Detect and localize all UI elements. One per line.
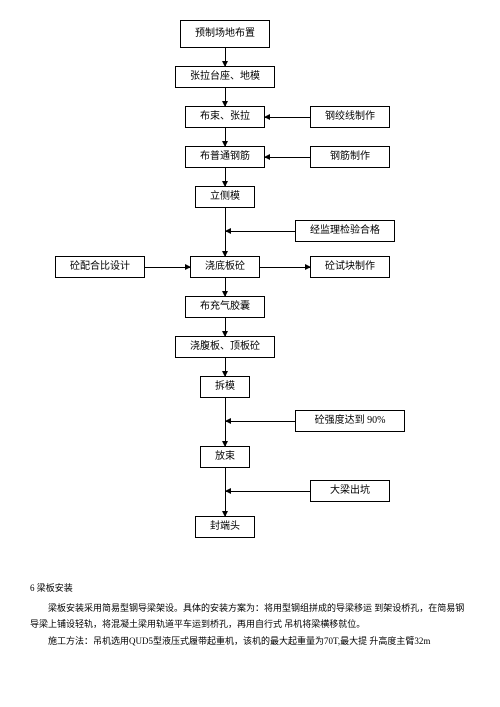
node-inspection: 经监理检验合格 xyxy=(295,220,395,242)
arrow xyxy=(265,117,310,118)
arrow xyxy=(226,231,295,232)
node-label: 预制场地布置 xyxy=(195,28,255,40)
node-label: 大梁出坑 xyxy=(330,485,370,497)
arrow xyxy=(225,278,226,296)
node-label: 钢绞线制作 xyxy=(325,111,375,123)
arrow xyxy=(145,267,190,268)
node-site-layout: 预制场地布置 xyxy=(180,20,270,48)
node-strength-90: 砼强度达到 90% xyxy=(295,410,405,432)
arrow xyxy=(225,358,226,376)
node-tension-bed: 张拉台座、地模 xyxy=(175,66,275,88)
node-label: 浇腹板、顶板砼 xyxy=(190,341,260,353)
arrow xyxy=(226,421,295,422)
section-num: 6 xyxy=(30,583,35,593)
node-side-form: 立侧模 xyxy=(195,186,255,208)
node-label: 砼强度达到 90% xyxy=(315,415,386,427)
arrow xyxy=(225,48,226,66)
node-beam-out: 大梁出坑 xyxy=(310,480,390,502)
arrow xyxy=(225,88,226,106)
node-label: 钢筋制作 xyxy=(330,151,370,163)
node-label: 砼试块制作 xyxy=(325,261,375,273)
arrow xyxy=(225,128,226,146)
node-strand-tension: 布束、张拉 xyxy=(185,106,265,128)
node-label: 拆模 xyxy=(215,381,235,393)
node-seal-end: 封端头 xyxy=(195,516,255,538)
arrow xyxy=(260,267,310,268)
node-rebar-make: 钢筋制作 xyxy=(310,146,390,168)
body-text: 6 梁板安装 梁板安装采用简易型钢导梁架设。具体的安装方案为：将用型钢组拼成的导… xyxy=(30,580,470,649)
section-heading: 6 梁板安装 xyxy=(30,580,470,596)
node-label: 布普通钢筋 xyxy=(200,151,250,163)
node-pour-web-top: 浇腹板、顶板砼 xyxy=(175,336,275,358)
node-label: 砼配合比设计 xyxy=(70,261,130,273)
paragraph-2: 施工方法：吊机选用QUD5型液压式履带起重机，该机的最大起重量为70T,最大提 … xyxy=(30,633,470,649)
node-label: 放束 xyxy=(215,451,235,463)
paragraph-1: 梁板安装采用简易型钢导梁架设。具体的安装方案为：将用型钢组拼成的导梁移运 到架设… xyxy=(30,600,470,632)
node-air-bag: 布充气胶囊 xyxy=(185,296,265,318)
node-strand-make: 钢绞线制作 xyxy=(310,106,390,128)
arrow xyxy=(226,491,310,492)
node-label: 浇底板砼 xyxy=(205,261,245,273)
node-rebar-layout: 布普通钢筋 xyxy=(185,146,265,168)
node-label: 经监理检验合格 xyxy=(310,225,380,237)
node-label: 立侧模 xyxy=(210,191,240,203)
flowchart-container: 预制场地布置 张拉台座、地模 布束、张拉 钢绞线制作 布普通钢筋 钢筋制作 立侧… xyxy=(30,20,470,570)
node-mix-design: 砼配合比设计 xyxy=(55,256,145,278)
arrow xyxy=(265,157,310,158)
node-remove-form: 拆模 xyxy=(200,376,250,398)
node-label: 张拉台座、地模 xyxy=(190,71,260,83)
node-release: 放束 xyxy=(200,446,250,468)
node-pour-bottom: 浇底板砼 xyxy=(190,256,260,278)
node-label: 布束、张拉 xyxy=(200,111,250,123)
arrow xyxy=(225,318,226,336)
arrow xyxy=(225,168,226,186)
node-label: 封端头 xyxy=(210,521,240,533)
node-label: 布充气胶囊 xyxy=(200,301,250,313)
node-test-block: 砼试块制作 xyxy=(310,256,390,278)
section-title-text: 梁板安装 xyxy=(37,583,73,593)
